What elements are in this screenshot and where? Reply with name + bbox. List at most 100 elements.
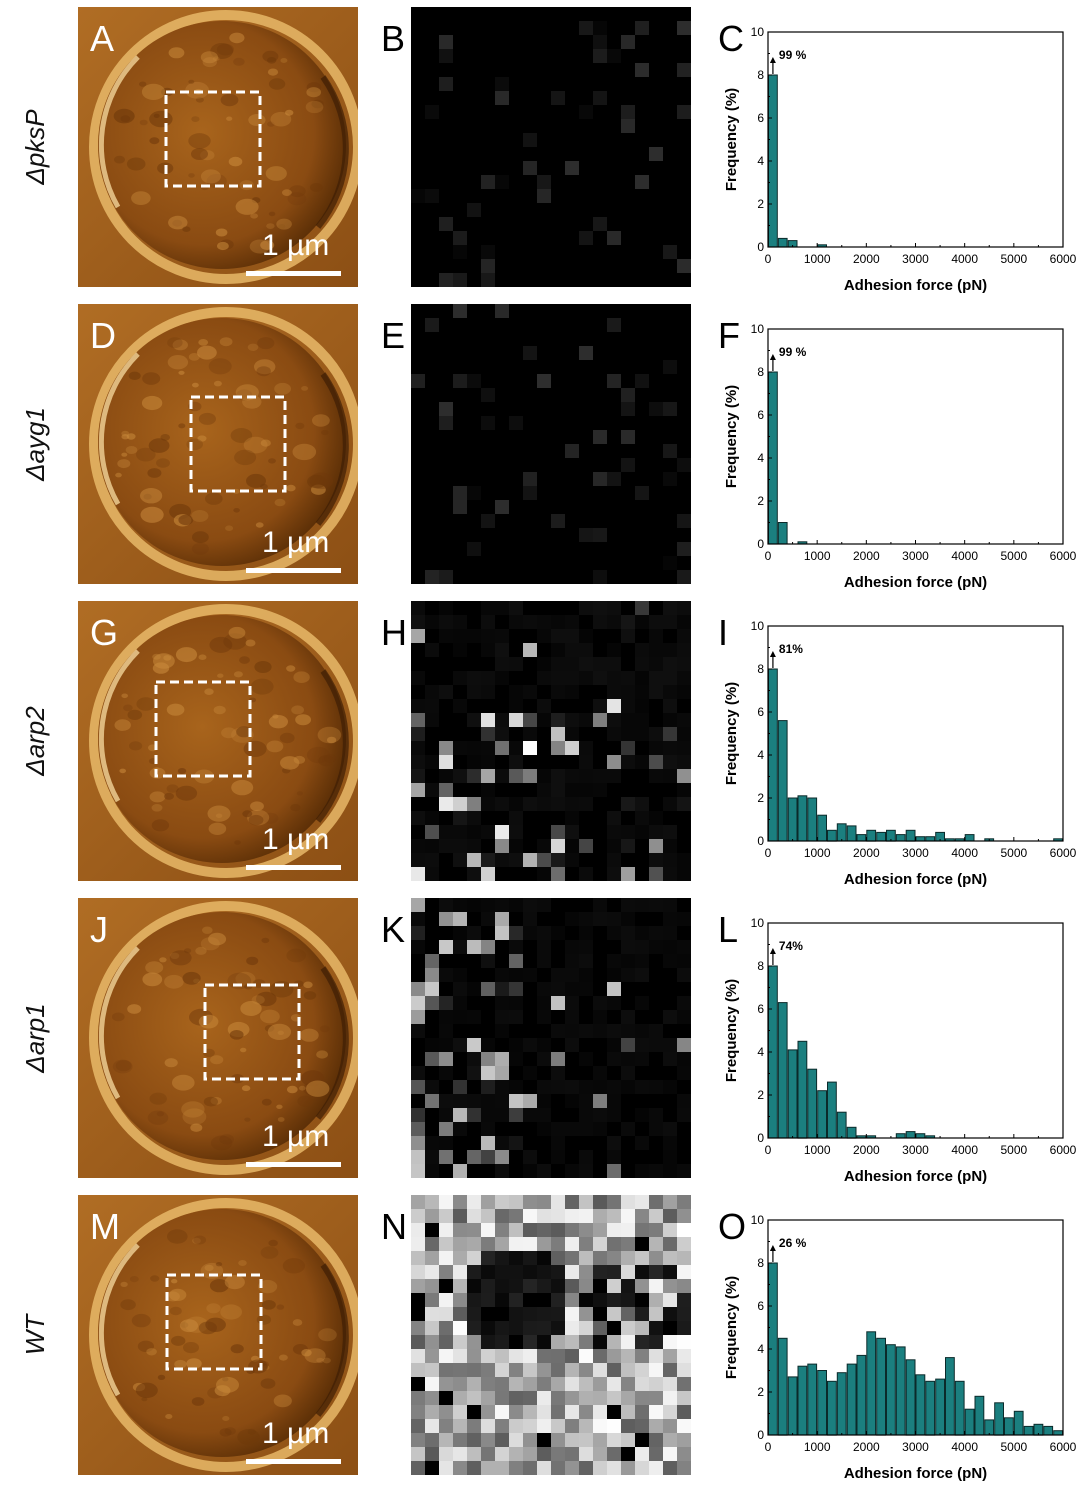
histogram-bar [777,1002,788,1139]
y-tick-label: 10 [751,1213,765,1227]
y-tick-label: 8 [757,959,764,973]
y-axis-label: Frequency (%) [723,1276,740,1379]
x-tick-label: 3000 [902,1440,929,1454]
histogram-bar [797,1365,808,1436]
x-axis-label: Adhesion force (pN) [844,871,987,888]
y-tick-label: 2 [757,1088,764,1102]
y-tick-label: 10 [751,916,765,930]
x-tick-label: 1000 [804,1440,831,1454]
adhesion-map [411,7,691,287]
x-tick-label: 5000 [1000,252,1027,266]
scale-bar [246,568,341,573]
histogram-bar [1053,1430,1064,1436]
x-tick-label: 1000 [804,549,831,563]
panel-letter-k: K [381,909,406,950]
histogram-bar [886,1344,896,1436]
y-tick-label: 2 [757,791,764,805]
strain-label: WT [19,1314,50,1356]
y-tick-label: 0 [757,834,764,848]
percent-annotation: 99 % [779,345,807,359]
adhesion-histogram: 0 1000 2000 3000 4000 5000 6000 0 2 4 6 8 10 Adhesion… [718,601,1078,896]
x-tick-label: 6000 [1050,1440,1077,1454]
histogram-bar [915,1374,926,1436]
y-tick-label: 6 [757,705,764,719]
adhesion-histogram: 0 1000 2000 3000 4000 5000 6000 0 2 4 6 8 10 Adhesion… [718,1195,1078,1490]
strain-label: ΔpksP [19,109,50,185]
histogram-bar [807,1363,818,1436]
strain-label: Δayg1 [19,407,50,481]
x-tick-label: 5000 [1000,1440,1027,1454]
histogram-bar [836,1372,847,1436]
plot-frame [767,328,1064,545]
histogram-bar [905,1131,916,1139]
strain-label: Δarp1 [19,1003,50,1073]
x-tick-label: 4000 [951,1143,978,1157]
y-tick-label: 4 [757,1342,764,1356]
y-tick-label: 6 [757,1002,764,1016]
scale-bar-label: 1 µm [262,1120,330,1153]
histogram-bar [777,720,788,842]
panel-letter-e: E [381,315,406,356]
histogram-bar [827,1380,837,1436]
y-tick-label: 4 [757,1045,764,1059]
x-tick-label: 4000 [951,549,978,563]
scale-bar-label: 1 µm [262,823,330,856]
x-tick-label: 6000 [1050,846,1077,860]
scale-bar-label: 1 µm [262,229,330,262]
afm-deflection-image [78,898,358,1178]
y-tick-label: 2 [757,197,764,211]
panel-letter-a: A [90,18,115,59]
y-tick-label: 6 [757,111,764,125]
y-tick-label: 10 [751,619,765,633]
histogram-bar [915,1133,926,1139]
y-tick-label: 4 [757,154,764,168]
histogram-bar [836,1111,847,1139]
y-tick-label: 8 [757,365,764,379]
y-tick-label: 6 [757,408,764,422]
x-tick-label: 0 [765,252,772,266]
panel-letter-m: M [90,1206,120,1247]
scale-bar-label: 1 µm [262,526,330,559]
percent-annotation: 74% [779,939,803,953]
histogram-bar [787,1049,798,1139]
adhesion-histogram: 0 1000 2000 3000 4000 5000 6000 0 2 4 6 8 10 Adhesion… [718,898,1078,1193]
x-tick-label: 4000 [951,1440,978,1454]
x-tick-label: 5000 [1000,549,1027,563]
x-tick-label: 2000 [853,252,880,266]
x-tick-label: 4000 [951,252,978,266]
histogram-bar [905,1359,916,1436]
x-tick-label: 2000 [853,846,880,860]
histogram-bar [807,1068,818,1139]
x-tick-label: 2000 [853,1440,880,1454]
x-tick-label: 2000 [853,549,880,563]
panel-letter-h: H [381,612,407,653]
adhesion-histogram: 0 1000 2000 3000 4000 5000 6000 0 2 4 6 8 10 Adhesion… [718,304,1078,599]
y-axis-label: Frequency (%) [723,88,740,191]
histogram-bar [895,1133,906,1139]
histogram-bar [856,834,867,842]
y-tick-label: 2 [757,494,764,508]
percent-annotation: 26 % [779,1236,807,1250]
x-tick-label: 3000 [902,846,929,860]
histogram-bar [836,823,847,842]
percent-annotation: 99 % [779,48,807,62]
afm-deflection-image [78,7,358,287]
histogram-bar [1004,1417,1014,1436]
panel-letter-f: F [718,315,740,356]
histogram-bar [994,1402,1005,1436]
panel-letter-c: C [718,18,744,59]
y-tick-label: 4 [757,748,764,762]
panel-letter-d: D [90,315,116,356]
adhesion-map [411,304,691,584]
histogram-bar [777,237,788,248]
histogram-bar [954,1380,965,1436]
x-tick-label: 1000 [804,846,831,860]
histogram-bar [895,834,906,842]
histogram-bar [905,829,916,842]
x-axis-label: Adhesion force (pN) [844,1465,987,1482]
adhesion-histogram: 0 1000 2000 3000 4000 5000 6000 0 2 4 6 8 10 Adhesion… [718,7,1078,302]
histogram-bar [777,522,788,545]
percent-annotation: 81% [779,642,803,656]
histogram-bar [1043,1425,1054,1436]
x-axis-label: Adhesion force (pN) [844,574,987,591]
